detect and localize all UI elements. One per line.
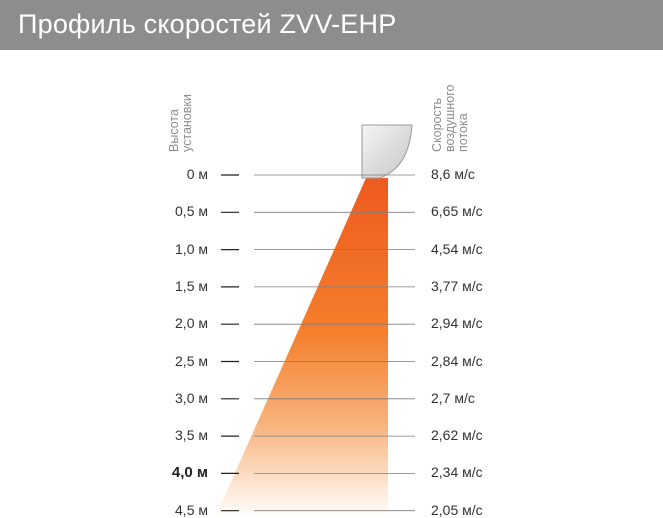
height-label: 3,0 м <box>175 389 208 406</box>
speed-label: 8,6 м/с <box>431 166 475 182</box>
speed-label: 2,34 м/с <box>431 464 483 481</box>
speed-label: 6,65 м/с <box>431 203 483 220</box>
speed-label: 2,62 м/с <box>431 427 483 444</box>
height-label: 4,5 м <box>175 501 208 518</box>
page-title: Профиль скоростей ZVV-EHP <box>18 9 397 39</box>
height-label: 2,0 м <box>175 315 208 332</box>
airflow-cone <box>215 178 388 518</box>
height-label: 4,0 м <box>171 464 208 482</box>
speed-label: 2,7 м/с <box>431 389 475 406</box>
height-label: 1,5 м <box>175 277 208 294</box>
speed-label: 2,05 м/с <box>431 501 483 518</box>
header-bar: Профиль скоростей ZVV-EHP <box>0 0 663 50</box>
speed-label: 2,94 м/с <box>431 315 483 332</box>
speed-label: 4,54 м/с <box>431 240 483 257</box>
height-label: 3,5 м <box>175 427 208 444</box>
heater-unit-icon <box>361 124 413 179</box>
height-label: 0,5 м <box>175 203 208 220</box>
speed-label: 2,84 м/с <box>431 352 483 369</box>
height-label: 1,0 м <box>175 240 208 257</box>
height-label: 2,5 м <box>175 352 208 369</box>
speed-label: 3,77 м/с <box>431 277 483 294</box>
height-label: 0 м <box>186 166 208 182</box>
